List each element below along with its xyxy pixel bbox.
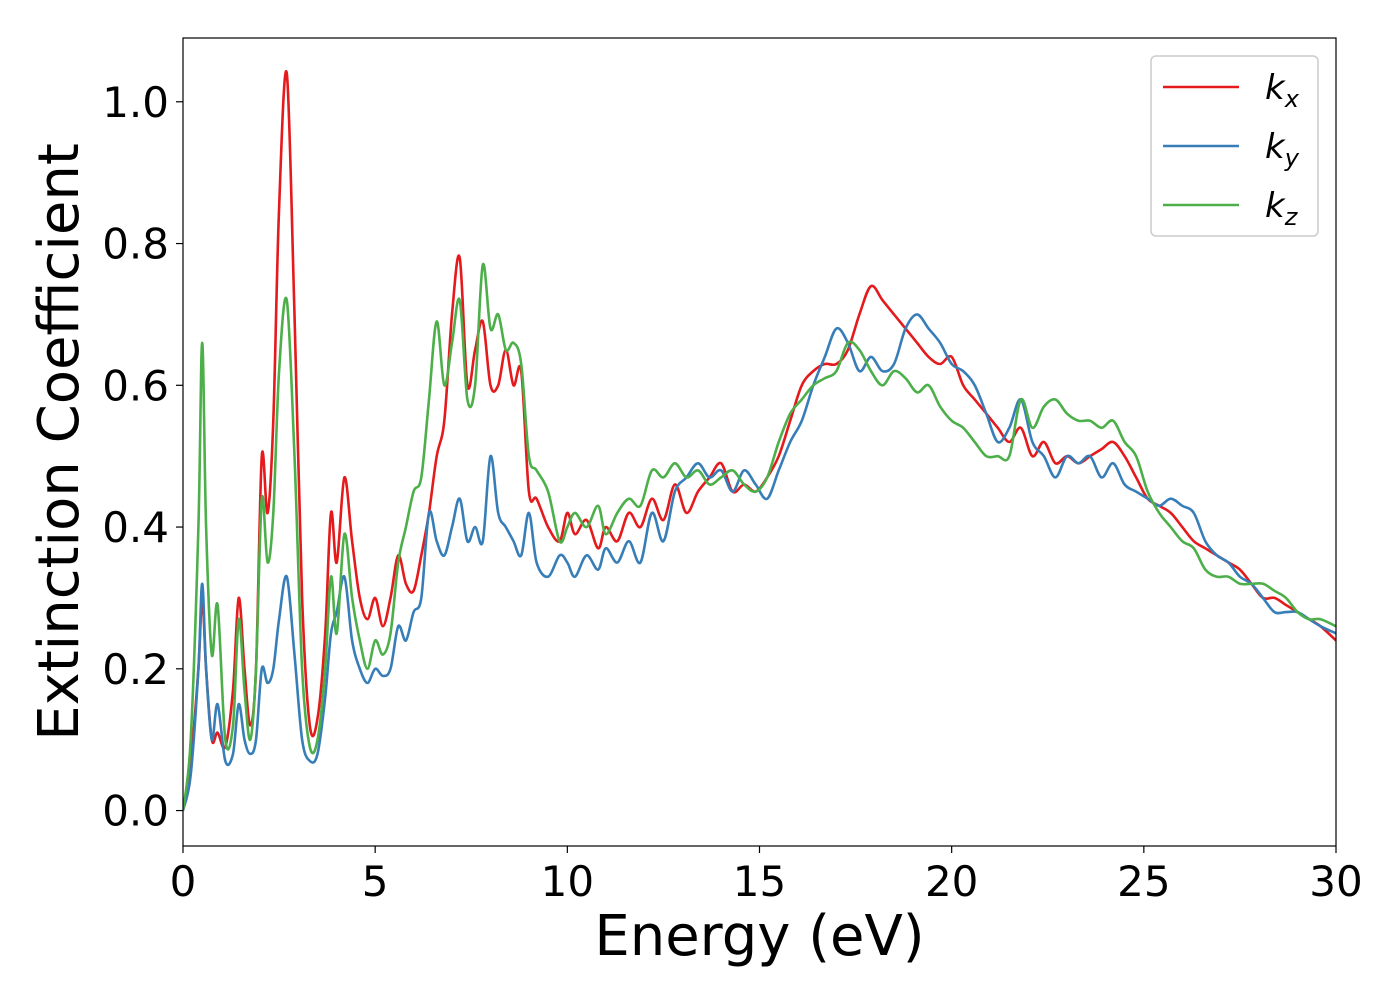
series-line-ky: [183, 313, 1336, 811]
y-tick-label: 0.0: [102, 787, 169, 836]
y-tick-label: 0.2: [102, 645, 169, 694]
y-tick-label: 1.0: [102, 78, 169, 127]
x-axis-title: Energy (eV): [594, 904, 924, 969]
legend-label-ky: ky: [1265, 127, 1300, 172]
series-layer: [183, 69, 1336, 811]
x-tick-label: 15: [733, 857, 786, 906]
x-tick-label: 20: [925, 857, 978, 906]
x-tick-label: 5: [362, 857, 389, 906]
x-tick-label: 30: [1309, 857, 1362, 906]
y-tick-label: 0.8: [102, 220, 169, 269]
y-tick-label: 0.6: [102, 361, 169, 410]
legend-label-kx: kx: [1265, 68, 1300, 113]
x-tick-label: 0: [170, 857, 197, 906]
x-tick-label: 25: [1117, 857, 1170, 906]
legend: kx ky kz: [1150, 55, 1319, 237]
y-axis-ticks: 0.0 0.2 0.4 0.6 0.8 1.0: [102, 78, 183, 836]
series-line-kz: [183, 262, 1336, 811]
series-line-kx: [183, 69, 1336, 811]
y-axis-title: Extinction Coefficient: [27, 143, 92, 741]
x-tick-label: 10: [541, 857, 594, 906]
x-axis-ticks: 0 5 10 15 20 25 30: [170, 846, 1363, 906]
y-tick-label: 0.4: [102, 503, 169, 552]
legend-label-kz: kz: [1265, 186, 1299, 231]
